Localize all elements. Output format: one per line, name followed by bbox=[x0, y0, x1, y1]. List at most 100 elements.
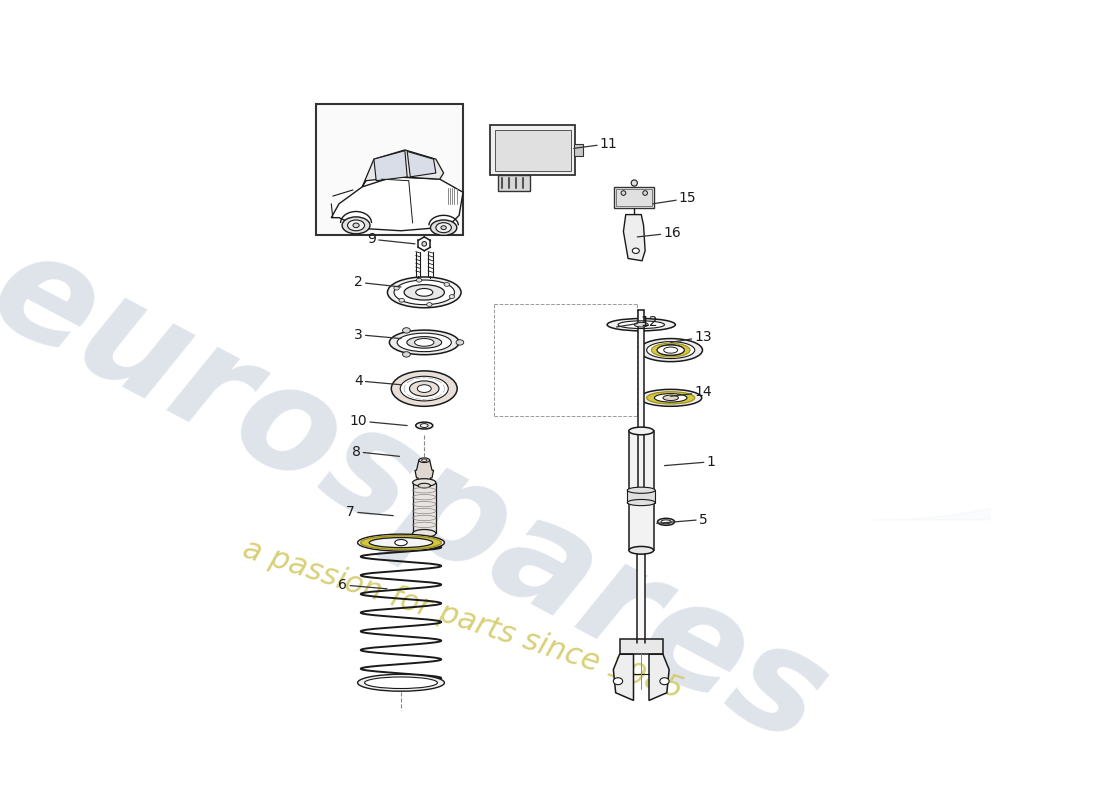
Ellipse shape bbox=[661, 520, 671, 524]
Ellipse shape bbox=[421, 459, 427, 462]
Ellipse shape bbox=[364, 677, 438, 689]
Text: 7: 7 bbox=[346, 505, 394, 519]
Ellipse shape bbox=[621, 190, 626, 195]
Ellipse shape bbox=[651, 343, 690, 357]
Bar bbox=[498, 175, 530, 190]
Text: 14: 14 bbox=[671, 386, 712, 399]
Ellipse shape bbox=[389, 330, 459, 354]
Ellipse shape bbox=[663, 347, 678, 353]
Bar bbox=[629, 431, 653, 550]
Ellipse shape bbox=[422, 242, 427, 246]
Ellipse shape bbox=[417, 278, 421, 282]
Text: 9: 9 bbox=[367, 232, 415, 246]
Ellipse shape bbox=[618, 321, 664, 329]
Ellipse shape bbox=[627, 499, 656, 506]
Text: 16: 16 bbox=[637, 226, 681, 240]
Ellipse shape bbox=[418, 483, 430, 488]
Polygon shape bbox=[415, 460, 433, 486]
Ellipse shape bbox=[627, 487, 656, 494]
Ellipse shape bbox=[640, 390, 702, 406]
Ellipse shape bbox=[409, 381, 439, 396]
Text: 6: 6 bbox=[339, 578, 387, 592]
Bar bbox=[491, 126, 575, 175]
Ellipse shape bbox=[647, 392, 695, 404]
Ellipse shape bbox=[632, 248, 639, 254]
Text: 13: 13 bbox=[671, 330, 712, 344]
Bar bbox=[412, 482, 436, 534]
Polygon shape bbox=[362, 150, 443, 187]
Text: 4: 4 bbox=[354, 374, 402, 388]
Bar bbox=[495, 130, 571, 170]
Text: 5: 5 bbox=[657, 513, 707, 526]
Bar bbox=[627, 490, 656, 502]
Bar bbox=[614, 187, 654, 209]
Bar bbox=[574, 144, 583, 156]
Ellipse shape bbox=[639, 338, 703, 362]
Ellipse shape bbox=[348, 220, 364, 230]
Bar bbox=[619, 639, 663, 654]
Ellipse shape bbox=[399, 298, 405, 302]
Text: 3: 3 bbox=[354, 328, 402, 342]
Ellipse shape bbox=[642, 190, 648, 195]
Text: 11: 11 bbox=[574, 137, 617, 150]
Ellipse shape bbox=[342, 217, 370, 234]
Ellipse shape bbox=[358, 674, 444, 691]
Text: 2: 2 bbox=[354, 275, 402, 290]
Ellipse shape bbox=[441, 226, 447, 230]
Ellipse shape bbox=[412, 530, 436, 538]
Polygon shape bbox=[407, 151, 436, 177]
Ellipse shape bbox=[400, 376, 449, 401]
Ellipse shape bbox=[427, 302, 432, 306]
Ellipse shape bbox=[370, 538, 432, 548]
Ellipse shape bbox=[436, 222, 451, 233]
Ellipse shape bbox=[657, 345, 684, 355]
Text: 10: 10 bbox=[350, 414, 407, 428]
Ellipse shape bbox=[647, 342, 695, 358]
Text: 12: 12 bbox=[616, 314, 658, 329]
Ellipse shape bbox=[629, 427, 653, 435]
Ellipse shape bbox=[392, 371, 458, 406]
Ellipse shape bbox=[416, 289, 432, 296]
Ellipse shape bbox=[658, 518, 674, 526]
Ellipse shape bbox=[654, 394, 688, 402]
Polygon shape bbox=[331, 177, 463, 230]
Text: 15: 15 bbox=[653, 191, 696, 206]
Ellipse shape bbox=[444, 282, 450, 286]
Ellipse shape bbox=[417, 385, 431, 393]
Ellipse shape bbox=[361, 536, 441, 550]
Ellipse shape bbox=[614, 678, 623, 685]
Polygon shape bbox=[374, 150, 407, 181]
Ellipse shape bbox=[395, 539, 407, 546]
Ellipse shape bbox=[415, 338, 433, 346]
Ellipse shape bbox=[419, 458, 430, 462]
Ellipse shape bbox=[404, 285, 444, 300]
Bar bbox=[637, 554, 645, 642]
Ellipse shape bbox=[403, 352, 410, 357]
Ellipse shape bbox=[416, 422, 432, 429]
Ellipse shape bbox=[430, 220, 456, 235]
Ellipse shape bbox=[449, 294, 454, 298]
Ellipse shape bbox=[420, 424, 428, 427]
Ellipse shape bbox=[663, 395, 679, 401]
Ellipse shape bbox=[660, 678, 669, 685]
Ellipse shape bbox=[397, 333, 451, 352]
Ellipse shape bbox=[407, 337, 442, 348]
Polygon shape bbox=[649, 654, 669, 701]
Ellipse shape bbox=[456, 340, 464, 345]
Ellipse shape bbox=[394, 286, 399, 290]
Ellipse shape bbox=[635, 322, 648, 327]
Text: 8: 8 bbox=[352, 445, 399, 458]
Ellipse shape bbox=[403, 328, 410, 333]
Text: 1: 1 bbox=[664, 454, 715, 469]
Text: a passion for parts since 1985: a passion for parts since 1985 bbox=[240, 534, 686, 705]
Ellipse shape bbox=[387, 277, 461, 308]
Ellipse shape bbox=[353, 223, 360, 228]
Ellipse shape bbox=[631, 180, 637, 186]
Polygon shape bbox=[624, 214, 645, 261]
Ellipse shape bbox=[358, 534, 444, 551]
Text: eurospares: eurospares bbox=[0, 218, 849, 775]
Ellipse shape bbox=[412, 478, 436, 486]
Bar bbox=[638, 310, 645, 496]
Ellipse shape bbox=[607, 318, 675, 331]
Ellipse shape bbox=[657, 345, 684, 355]
